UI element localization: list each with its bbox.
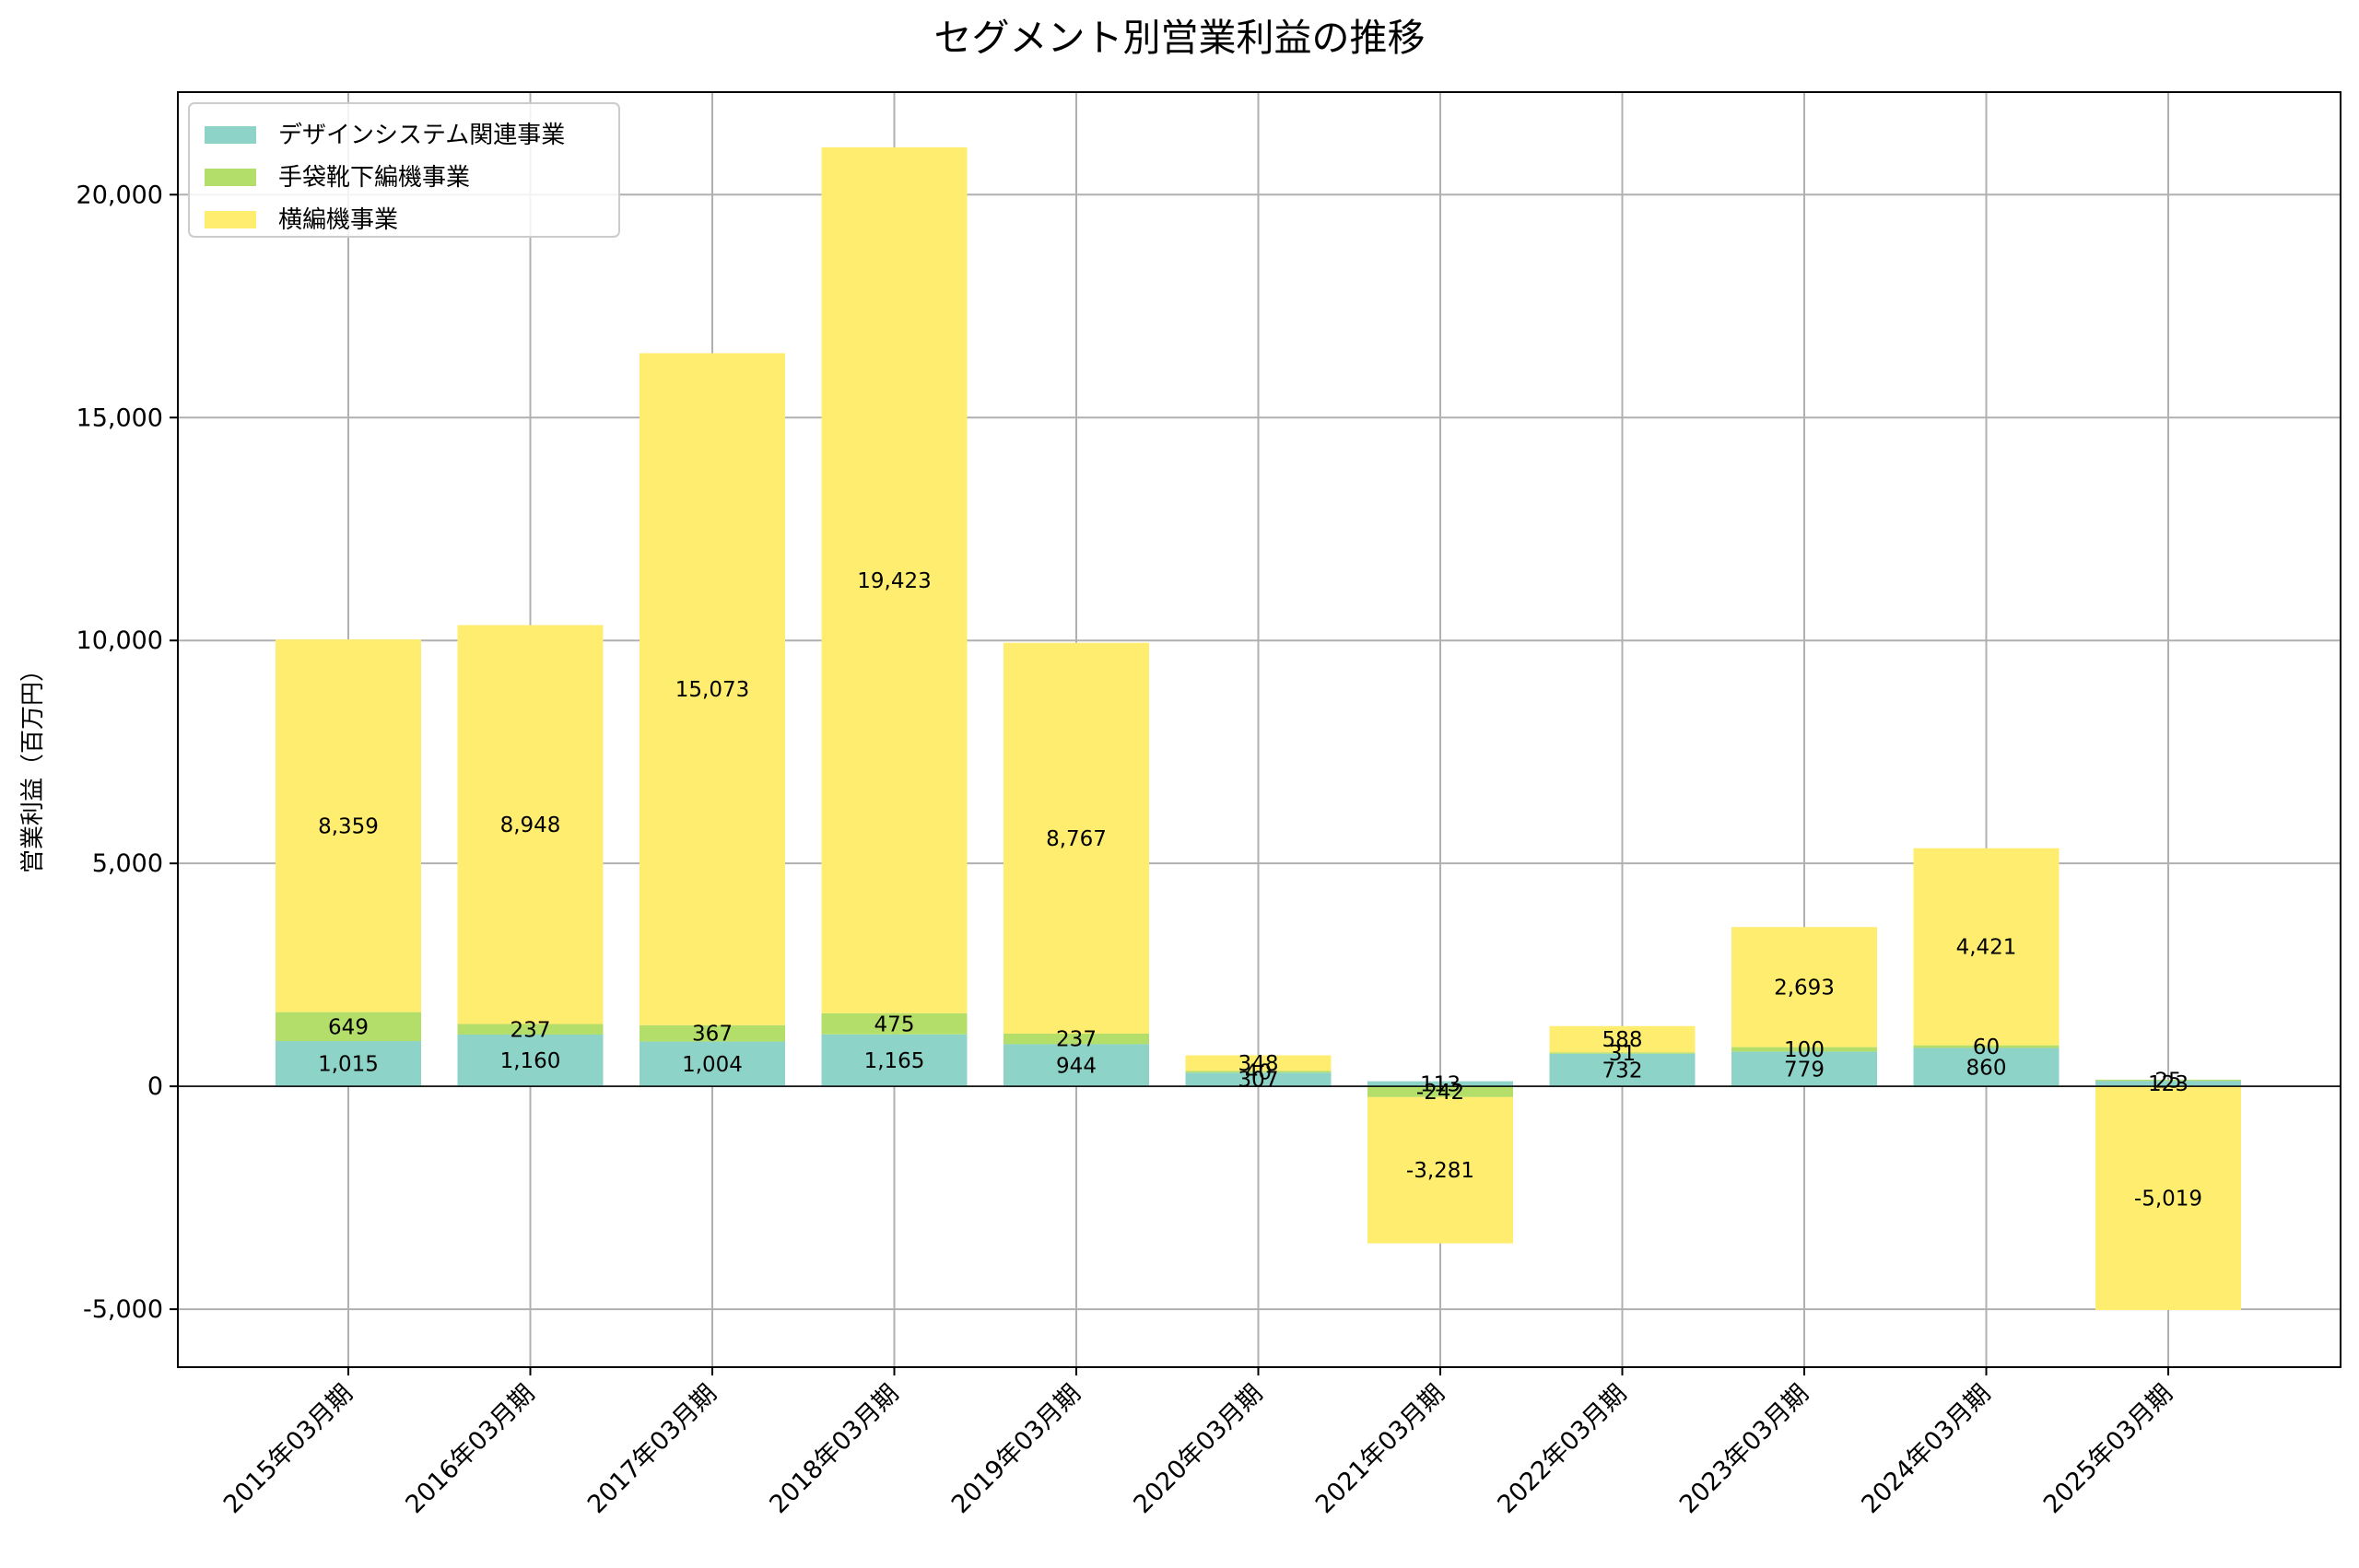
chart-title: セグメント別営業利益の推移 [934,16,1426,60]
bar-label-s0-c5: 307 [1238,1069,1279,1093]
bar-label-s0-c9: 860 [1966,1056,2007,1080]
bar-label-s1-c7: 31 [1609,1042,1636,1066]
bar-label-s2-c10: -5,019 [2134,1188,2202,1211]
bar-s1-c1 [457,1024,604,1035]
bar-s0-c9 [1913,1047,2060,1087]
bar-s2-c0 [276,639,421,1012]
bar-label-s0-c3: 1,165 [864,1049,925,1073]
bar-label-s0-c10: 123 [2148,1072,2189,1096]
bar-s1-c3 [821,1012,968,1035]
bar-s0-c2 [640,1041,785,1087]
bar-s2-c2 [640,353,785,1025]
bar-label-s0-c7: 732 [1602,1059,1643,1082]
bar-s2-c4 [1003,642,1149,1034]
bar-label-s1-c1: 237 [511,1018,551,1042]
bar-s0-c1 [457,1034,604,1087]
bar-s1-c2 [640,1024,785,1042]
bar-s0-c3 [821,1034,968,1087]
bar-label-s1-c4: 237 [1056,1028,1097,1052]
bar-s2-c7 [1549,1025,1696,1053]
bar-label-s0-c6: 113 [1420,1072,1461,1096]
bar-s1-c4 [1003,1033,1149,1045]
bar-s0-c8 [1731,1051,1877,1087]
bar-label-s1-c5: 40 [1245,1060,1272,1084]
legend-swatch-1 [205,169,256,186]
legend-label-0: デザインシステム関連事業 [278,122,565,149]
y-tick-label-4: 15,000 [76,404,163,432]
bar-s2-c1 [457,625,604,1024]
y-axis-label: 営業利益（百万円） [19,658,47,873]
bar-label-s2-c6: -3,281 [1406,1159,1474,1183]
y-tick-label-0: -5,000 [83,1295,163,1324]
bar-label-s1-c3: 475 [874,1012,915,1036]
bar-label-s0-c8: 779 [1784,1058,1825,1082]
bar-label-s0-c0: 1,015 [318,1053,379,1077]
bar-label-s2-c1: 8,948 [500,813,561,837]
bar-s2-c3 [821,146,968,1013]
bar-s0-c6 [1367,1081,1513,1087]
bar-label-s0-c2: 1,004 [682,1053,743,1077]
y-tick-label-5: 20,000 [76,181,163,209]
bar-s2-c8 [1731,927,1877,1047]
bar-s1-c5 [1185,1071,1332,1073]
bar-label-s1-c6: -242 [1416,1081,1464,1105]
legend-box [188,102,620,238]
bar-label-s2-c3: 19,423 [857,569,931,593]
legend-swatch-0 [205,126,256,144]
bar-s1-c7 [1549,1052,1696,1054]
bar-s0-c0 [276,1041,421,1087]
bar-s1-c0 [276,1012,421,1042]
bar-s2-c9 [1913,848,2060,1046]
bars-layer [276,146,2241,1311]
bar-s2-c10 [2095,1086,2241,1311]
bar-s1-c10 [2095,1079,2241,1082]
bar-s2-c5 [1185,1055,1332,1071]
y-tick-label-1: 0 [147,1072,163,1101]
bar-label-s1-c8: 100 [1784,1038,1825,1062]
bar-label-s1-c10: 25 [2154,1070,2181,1094]
bar-s0-c10 [2095,1081,2241,1087]
y-tick-label-3: 10,000 [76,626,163,655]
bar-label-s2-c5: 348 [1238,1052,1279,1076]
bar-s1-c6 [1367,1086,1513,1097]
bar-s0-c4 [1003,1044,1149,1087]
bar-label-s2-c8: 2,693 [1774,976,1835,1000]
bar-s0-c7 [1549,1053,1696,1087]
bar-s0-c5 [1185,1072,1332,1087]
bar-s2-c6 [1367,1096,1513,1244]
bar-label-s2-c4: 8,767 [1046,827,1107,851]
bar-label-s1-c9: 60 [1973,1036,2000,1059]
legend-label-1: 手袋靴下編機事業 [278,164,470,192]
y-tick-label-2: 5,000 [92,849,163,878]
legend-label-2: 横編機事業 [278,206,398,234]
bar-label-s1-c0: 649 [328,1015,369,1039]
bar-label-s2-c7: 588 [1602,1028,1643,1052]
labels-layer: 1,015 649 8,359 1,160 237 8,948 1,004 367 15,073… [318,569,2202,1211]
bar-label-s1-c2: 367 [692,1023,733,1047]
bar-label-s2-c9: 4,421 [1956,936,2017,960]
legend-swatch-2 [205,211,256,228]
bar-label-s0-c1: 1,160 [500,1049,561,1073]
bar-s1-c9 [1913,1045,2060,1048]
bar-label-s0-c4: 944 [1056,1054,1097,1078]
bar-s1-c8 [1731,1047,1877,1052]
bar-label-s2-c0: 8,359 [318,814,379,838]
bar-label-s2-c2: 15,073 [675,678,749,702]
